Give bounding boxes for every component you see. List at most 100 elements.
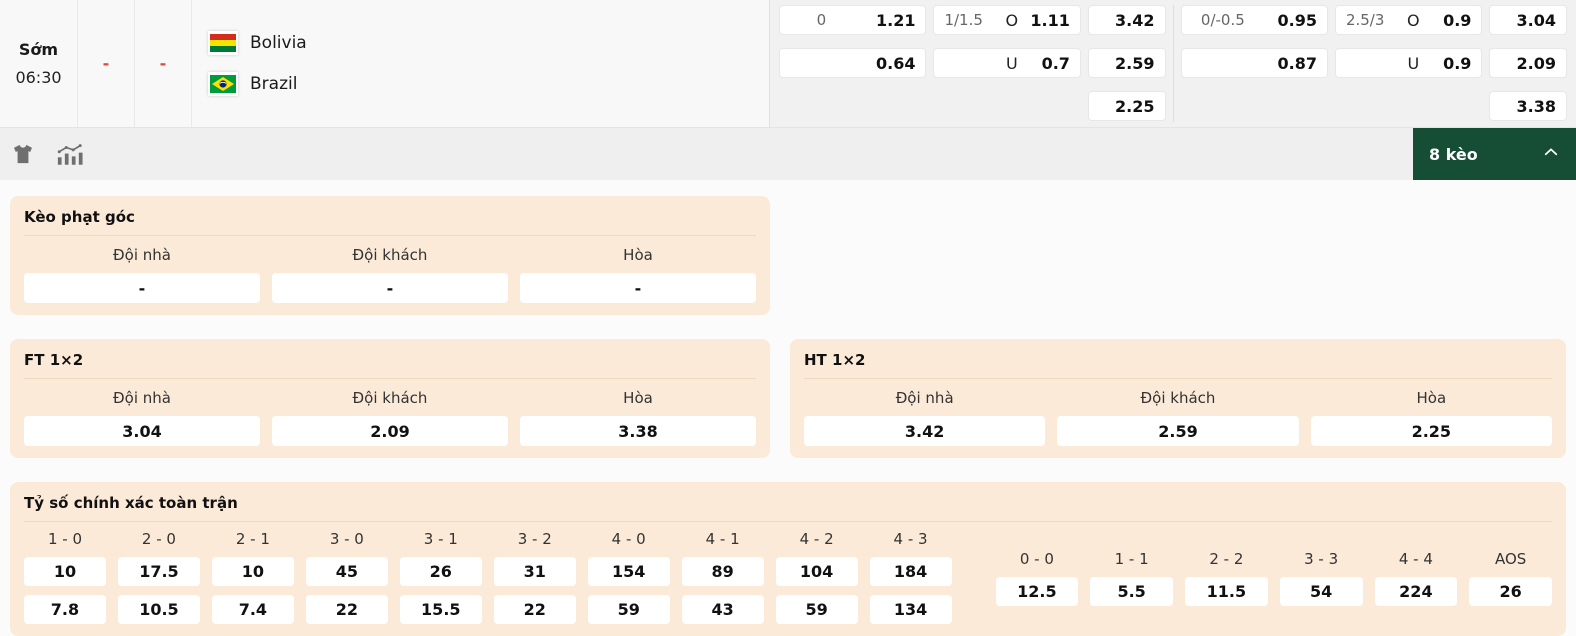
handicap-line: 0/-0.5 [1200, 11, 1245, 29]
score-draw-odds[interactable]: 11.5 [1185, 577, 1268, 606]
corner-odds-panel: Kèo phạt góc Đội nhà - Đội khách - Hòa - [10, 196, 770, 315]
corner-draw-odds[interactable]: - [520, 273, 756, 303]
x12-home-odds[interactable]: 3.42 [1087, 5, 1166, 35]
score-away-odds[interactable]: 7.8 [24, 595, 106, 624]
toolbar: 8 kèo [0, 128, 1576, 180]
handicap-column-1: 0 1.21 0.64 [779, 5, 927, 122]
x12-column-2: 3.04 2.09 3.38 [1489, 5, 1568, 122]
score-away-odds[interactable]: 22 [305, 595, 388, 624]
ht-1x2-panel: HT 1×2 Đội nhà 3.42 Đội khách 2.59 Hòa 2… [790, 339, 1566, 458]
draw-score-group: 0 - 0 12.5 1 - 1 5.5 2 - 2 11.5 3 - 3 54… [995, 550, 1552, 606]
score-header: 2 - 0 [141, 530, 176, 548]
score-away-odds[interactable]: 59 [775, 595, 858, 624]
corner-home-col: Đội nhà - [24, 246, 260, 303]
score-header: 2 - 2 [1209, 550, 1244, 568]
corner-home-odds[interactable]: - [24, 273, 260, 303]
score-column: 2 - 2 11.5 [1185, 550, 1268, 606]
score-away-odds[interactable]: 134 [869, 595, 952, 624]
score-away-odds[interactable]: 22 [493, 595, 576, 624]
draw-header: Hòa [623, 389, 653, 407]
score-header: 4 - 3 [893, 530, 928, 548]
corner-draw-col: Hòa - [520, 246, 756, 303]
x12-draw-odds[interactable]: 3.38 [1489, 91, 1568, 121]
x12-home-odds[interactable]: 3.04 [1489, 5, 1568, 35]
score-draw-odds[interactable]: 54 [1279, 577, 1363, 606]
score-home-odds[interactable]: 31 [493, 557, 576, 586]
away-header: Đội khách [1140, 389, 1216, 407]
score-column: AOS 26 [1469, 550, 1552, 606]
score-home-odds[interactable]: 184 [869, 557, 952, 586]
odds-count-label: 8 kèo [1429, 144, 1478, 164]
under-odds[interactable]: U 0.9 [1334, 48, 1483, 78]
score-home-odds[interactable]: 154 [587, 557, 670, 586]
score-header: 3 - 3 [1304, 550, 1339, 568]
total-column-2: 2.5/3 O 0.9 U 0.9 [1334, 5, 1483, 122]
score-draw-odds[interactable]: 5.5 [1090, 577, 1173, 606]
ht-home-odds[interactable]: 3.42 [804, 416, 1046, 446]
score-column: 3 - 1 26 15.5 [399, 530, 482, 624]
under-odds[interactable]: U 0.7 [933, 48, 1081, 78]
score-home-odds[interactable]: 10 [24, 557, 106, 586]
ft-draw-odds[interactable]: 3.38 [520, 416, 756, 446]
win-score-group: 1 - 0 10 7.8 2 - 0 17.5 10.5 2 - 1 10 7.… [24, 530, 952, 624]
odds-group-2: 0/-0.5 0.95 0.87 2.5/3 O 0.9 U 0.9 [1172, 5, 1575, 122]
score-away-odds[interactable]: 10.5 [117, 595, 200, 624]
score-away-odds[interactable]: 7.4 [211, 595, 294, 624]
ht-draw-odds[interactable]: 2.25 [1310, 416, 1552, 446]
score-header: 3 - 1 [423, 530, 458, 548]
score-home-odds[interactable]: 26 [399, 557, 482, 586]
chevron-up-icon [1542, 143, 1560, 165]
ft-draw-col: Hòa 3.38 [520, 389, 756, 446]
match-time-column: Sớm 06:30 [0, 0, 78, 127]
score-header: 4 - 2 [799, 530, 834, 548]
ft-home-col: Đội nhà 3.04 [24, 389, 260, 446]
ft-away-odds[interactable]: 2.09 [272, 416, 508, 446]
handicap-away-odds[interactable]: 0.87 [1180, 48, 1328, 78]
ft-home-odds[interactable]: 3.04 [24, 416, 260, 446]
x12-column-1: 3.42 2.59 2.25 [1087, 5, 1166, 122]
odds-area: 0 1.21 0.64 1/1.5 O 1.11 U 0.7 [770, 0, 1576, 127]
handicap-line: 0 [816, 11, 827, 29]
home-header: Đội nhà [895, 389, 954, 407]
away-score: - [135, 0, 192, 127]
score-column: 2 - 0 17.5 10.5 [117, 530, 200, 624]
correct-score-panel: Tỷ số chính xác toàn trận 1 - 0 10 7.8 2… [10, 482, 1566, 636]
score-home-odds[interactable]: 17.5 [117, 557, 200, 586]
score-draw-odds[interactable]: 26 [1469, 577, 1552, 606]
corner-away-odds[interactable]: - [272, 273, 508, 303]
over-odds[interactable]: 1/1.5 O 1.11 [933, 5, 1081, 35]
handicap-away-odds[interactable]: 0.64 [779, 48, 927, 78]
handicap-home-odds[interactable]: 0/-0.5 0.95 [1180, 5, 1328, 35]
score-column: 3 - 3 54 [1279, 550, 1363, 606]
score-draw-odds[interactable]: 12.5 [995, 577, 1079, 606]
score-away-odds[interactable]: 59 [587, 595, 670, 624]
home-header: Đội nhà [113, 389, 171, 407]
x12-draw-odds[interactable]: 2.25 [1087, 91, 1166, 121]
ht-away-odds[interactable]: 2.59 [1057, 416, 1299, 446]
over-odds[interactable]: 2.5/3 O 0.9 [1334, 5, 1483, 35]
corner-panel-title: Kèo phạt góc [24, 208, 756, 236]
score-away-odds[interactable]: 43 [681, 595, 764, 624]
ht-panel-title: HT 1×2 [804, 351, 1552, 379]
x12-away-odds[interactable]: 2.59 [1087, 48, 1166, 78]
score-header: 1 - 1 [1114, 550, 1149, 568]
ht-draw-col: Hòa 2.25 [1310, 389, 1552, 446]
x12-away-odds[interactable]: 2.09 [1489, 48, 1568, 78]
score-home-odds[interactable]: 10 [211, 557, 294, 586]
over-label: O [1005, 10, 1019, 30]
away-team-name: Brazil [250, 74, 298, 94]
handicap-home-odds[interactable]: 0 1.21 [779, 5, 927, 35]
odds-count-button[interactable]: 8 kèo [1413, 128, 1576, 180]
score-home-odds[interactable]: 104 [775, 557, 858, 586]
ft-panel-title: FT 1×2 [24, 351, 756, 379]
teams-column[interactable]: Bolivia Brazil [192, 0, 770, 127]
score-home-odds[interactable]: 45 [305, 557, 388, 586]
jersey-icon[interactable] [12, 128, 56, 180]
score-draw-odds[interactable]: 224 [1374, 577, 1458, 606]
score-header: 1 - 0 [47, 530, 82, 548]
score-away-odds[interactable]: 15.5 [399, 595, 482, 624]
total-line: 1/1.5 [944, 11, 983, 29]
score-column: 1 - 0 10 7.8 [24, 530, 106, 624]
score-home-odds[interactable]: 89 [681, 557, 764, 586]
stats-icon[interactable] [56, 128, 100, 180]
